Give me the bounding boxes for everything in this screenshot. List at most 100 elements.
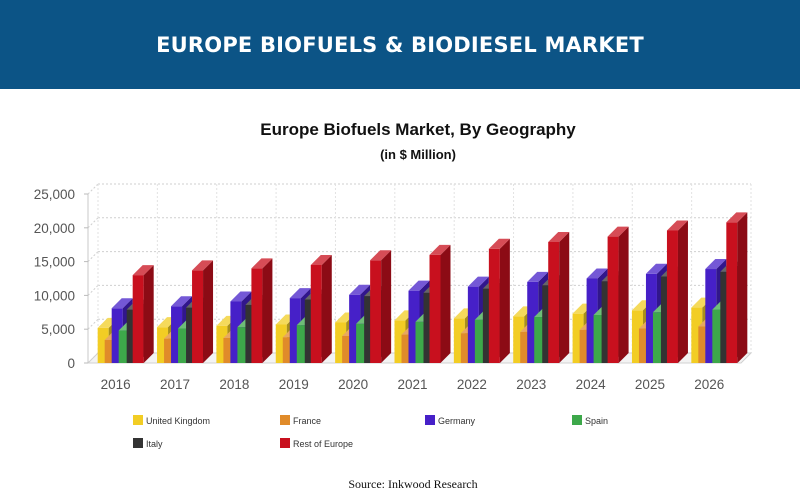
bar-front [548, 241, 560, 363]
legend-swatch [133, 438, 143, 448]
bar-rest-of-europe-2019 [310, 254, 332, 363]
gridline-side [87, 251, 99, 262]
bar-front [429, 254, 441, 363]
bar-top [171, 296, 193, 307]
bar-front [415, 321, 427, 363]
bar-group-2018: 2018 [216, 258, 273, 392]
bar-rest-of-europe-2020 [370, 250, 392, 363]
bar-front [296, 325, 308, 363]
source-note: Source: Inkwood Research [348, 477, 478, 491]
bar-front [423, 292, 435, 363]
bar-top [527, 271, 549, 282]
bar-front [572, 313, 584, 363]
bar-front [467, 286, 479, 363]
bar-front [401, 334, 413, 363]
bar-rest-of-europe-2017 [192, 260, 214, 363]
bar-front [370, 260, 382, 363]
x-tick-label: 2020 [338, 377, 368, 392]
bar-front [104, 340, 116, 363]
bar-front [638, 328, 650, 363]
bar-front [310, 264, 322, 363]
bar-rest-of-europe-2023 [548, 231, 570, 363]
y-tick-label: 15,000 [34, 255, 75, 270]
bar-top [251, 258, 273, 269]
bar-front [275, 324, 287, 363]
bar-front [237, 327, 249, 363]
bar-front [251, 268, 263, 363]
legend-swatch [425, 415, 435, 425]
x-tick-label: 2023 [516, 377, 546, 392]
bar-side [262, 258, 273, 363]
bar-front [631, 310, 643, 363]
bar-rest-of-europe-2025 [666, 220, 688, 363]
x-tick-label: 2026 [694, 377, 724, 392]
bar-top [607, 226, 629, 237]
x-tick-label: 2019 [279, 377, 309, 392]
bar-top [132, 265, 154, 276]
bar-top [467, 276, 489, 287]
bar-side [559, 231, 570, 363]
legend-label: Spain [585, 416, 608, 426]
legend-item-france: France [280, 415, 321, 426]
bar-top [429, 244, 451, 255]
bar-rest-of-europe-2024 [607, 226, 629, 363]
y-axis: 0 5,000 10,000 15,000 20,000 25,000 [34, 187, 88, 371]
bar-front [534, 317, 546, 363]
bar-side [737, 212, 748, 363]
bar-front [408, 290, 420, 363]
legend-label: France [293, 416, 321, 426]
bar-group-2017: 2017 [157, 260, 214, 392]
bar-front [164, 338, 176, 363]
bar-front [720, 271, 732, 363]
bar-front [453, 318, 465, 363]
legend-label: Rest of Europe [293, 439, 353, 449]
bar-top [645, 263, 667, 274]
bar-top [230, 291, 252, 302]
bar-front [342, 335, 354, 363]
bar-front [356, 323, 368, 363]
bar-front [593, 315, 605, 363]
bar-rest-of-europe-2026 [726, 212, 748, 363]
legend-swatch [280, 438, 290, 448]
bar-front [245, 304, 257, 363]
bar-top [192, 260, 214, 271]
header-title: EUROPE BIOFUELS & BIODIESEL MARKET [156, 32, 644, 57]
gridline-side [87, 318, 99, 330]
bar-side [499, 238, 510, 363]
bar-front [527, 281, 539, 363]
bar-front [482, 288, 494, 363]
bar-group-2022: 2022 [453, 238, 510, 392]
bar-top [111, 298, 133, 309]
gridline-side [87, 285, 99, 296]
bar-front [335, 322, 347, 363]
bar-front [157, 327, 169, 363]
bar-top [289, 288, 311, 299]
bar-front [660, 276, 672, 363]
y-tick-label: 10,000 [34, 288, 75, 303]
bar-front [691, 307, 703, 363]
bar-front [520, 331, 532, 363]
bar-front [726, 222, 738, 363]
bar-group-2021: 2021 [394, 244, 451, 392]
x-tick-label: 2016 [101, 377, 131, 392]
legend-item-united-kingdom: United Kingdom [133, 415, 210, 426]
header-banner: EUROPE BIOFUELS & BIODIESEL MARKET [0, 0, 800, 89]
bar-front [216, 325, 228, 363]
bar-front [579, 329, 591, 363]
bar-front [607, 236, 619, 363]
bar-group-2020: 2020 [335, 250, 392, 392]
bar-group-2016: 2016 [97, 265, 154, 392]
bar-front [364, 296, 376, 363]
bar-front [289, 298, 301, 363]
bar-front [192, 270, 204, 363]
bar-front [97, 327, 109, 363]
bar-group-2019: 2019 [275, 254, 332, 392]
y-tick-label: 5,000 [41, 322, 75, 337]
bar-group-2024: 2024 [572, 226, 629, 392]
bar-top [488, 238, 510, 249]
bar-rest-of-europe-2018 [251, 258, 273, 363]
legend: United Kingdom France Germany Spain Italy Res… [133, 415, 608, 449]
bar-side [618, 226, 629, 363]
